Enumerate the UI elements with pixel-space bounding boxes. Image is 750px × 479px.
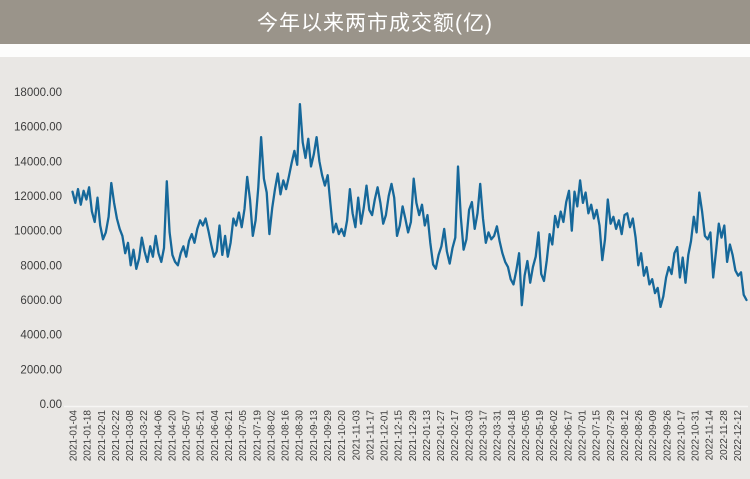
x-tick-label: 2022-07-01 xyxy=(577,410,588,462)
x-tick-label: 2021-08-02 xyxy=(266,410,277,462)
y-axis-labels: 0.00 2000.00 4000.00 6000.00 8000.00 10000.00… xyxy=(14,87,62,411)
x-tick-label: 2022-05-19 xyxy=(535,410,546,462)
x-axis-labels: 2021-01-04 2021-01-18 2021-02-01 2021-02-22… xyxy=(69,410,745,462)
x-tick-label: 2022-10-31 xyxy=(691,410,702,462)
x-tick-label: 2022-03-03 xyxy=(464,410,475,462)
x-tick-label: 2021-09-29 xyxy=(323,410,334,462)
x-tick-label: 2022-11-14 xyxy=(705,410,716,461)
x-tick-label: 2022-04-18 xyxy=(507,410,518,462)
x-tick-label: 2021-06-21 xyxy=(224,410,235,462)
y-tick-label: 10000.00 xyxy=(14,226,62,238)
x-tick-label: 2022-10-17 xyxy=(676,410,687,462)
x-tick-label: 2021-12-01 xyxy=(380,410,391,462)
x-tick-label: 2021-01-18 xyxy=(83,410,94,462)
y-tick-label: 16000.00 xyxy=(14,122,62,134)
x-tick-label: 2021-05-21 xyxy=(196,410,207,462)
x-tick-label: 2022-01-27 xyxy=(436,410,447,462)
x-tick-label: 2022-05-05 xyxy=(521,410,532,462)
y-tick-label: 0.00 xyxy=(40,399,62,411)
x-tick-label: 2021-09-13 xyxy=(309,410,320,462)
x-tick-label: 2021-07-05 xyxy=(238,410,249,462)
x-tick-label: 2021-12-15 xyxy=(394,410,405,462)
y-tick-label: 8000.00 xyxy=(20,260,62,272)
x-tick-label: 2021-11-03 xyxy=(351,410,362,461)
x-tick-label: 2022-08-12 xyxy=(620,410,631,462)
y-tick-label: 12000.00 xyxy=(14,191,62,203)
x-tick-label: 2021-05-07 xyxy=(182,410,193,462)
title-divider xyxy=(0,44,750,57)
x-tick-label: 2021-04-06 xyxy=(153,410,164,462)
y-tick-label: 2000.00 xyxy=(20,364,62,376)
x-tick-label: 2022-06-17 xyxy=(563,410,574,462)
x-tick-label: 2021-06-04 xyxy=(210,410,221,462)
x-tick-label: 2022-07-15 xyxy=(592,410,603,462)
x-tick-label: 2021-03-08 xyxy=(125,410,136,462)
x-tick-label: 2022-08-26 xyxy=(634,410,645,462)
x-tick-label: 2021-08-30 xyxy=(295,410,306,462)
x-tick-label: 2021-03-22 xyxy=(139,410,150,462)
x-tick-label: 2021-02-22 xyxy=(111,410,122,462)
chart-title-bar: 今年以来两市成交额(亿) xyxy=(0,0,750,44)
x-tick-label: 2022-01-13 xyxy=(422,410,433,462)
y-tick-label: 14000.00 xyxy=(14,156,62,168)
x-tick-label: 2022-12-12 xyxy=(733,410,744,462)
x-tick-label: 2021-11-17 xyxy=(365,410,376,461)
x-tick-label: 2022-02-17 xyxy=(450,410,461,462)
x-tick-label: 2022-09-26 xyxy=(662,410,673,462)
y-tick-label: 4000.00 xyxy=(20,330,62,342)
x-tick-label: 2021-07-19 xyxy=(252,410,263,462)
chart-title: 今年以来两市成交额(亿) xyxy=(257,12,493,35)
x-tick-label: 2021-10-20 xyxy=(337,410,348,462)
x-tick-label: 2021-12-29 xyxy=(408,410,419,462)
x-tick-label: 2022-07-29 xyxy=(606,410,617,462)
x-tick-label: 2022-09-09 xyxy=(648,410,659,462)
x-tick-label: 2022-03-17 xyxy=(479,410,490,462)
series-line xyxy=(71,102,748,309)
x-tick-label: 2022-03-31 xyxy=(493,410,504,462)
y-tick-label: 6000.00 xyxy=(20,295,62,307)
x-tick-label: 2021-08-16 xyxy=(281,410,292,462)
x-tick-label: 2022-06-02 xyxy=(549,410,560,462)
x-tick-label: 2021-01-04 xyxy=(69,410,80,462)
x-tick-label: 2021-02-01 xyxy=(97,410,108,462)
y-tick-label: 18000.00 xyxy=(14,87,62,99)
x-tick-label: 2021-04-20 xyxy=(167,410,178,462)
x-tick-label: 2022-11-28 xyxy=(719,410,730,461)
